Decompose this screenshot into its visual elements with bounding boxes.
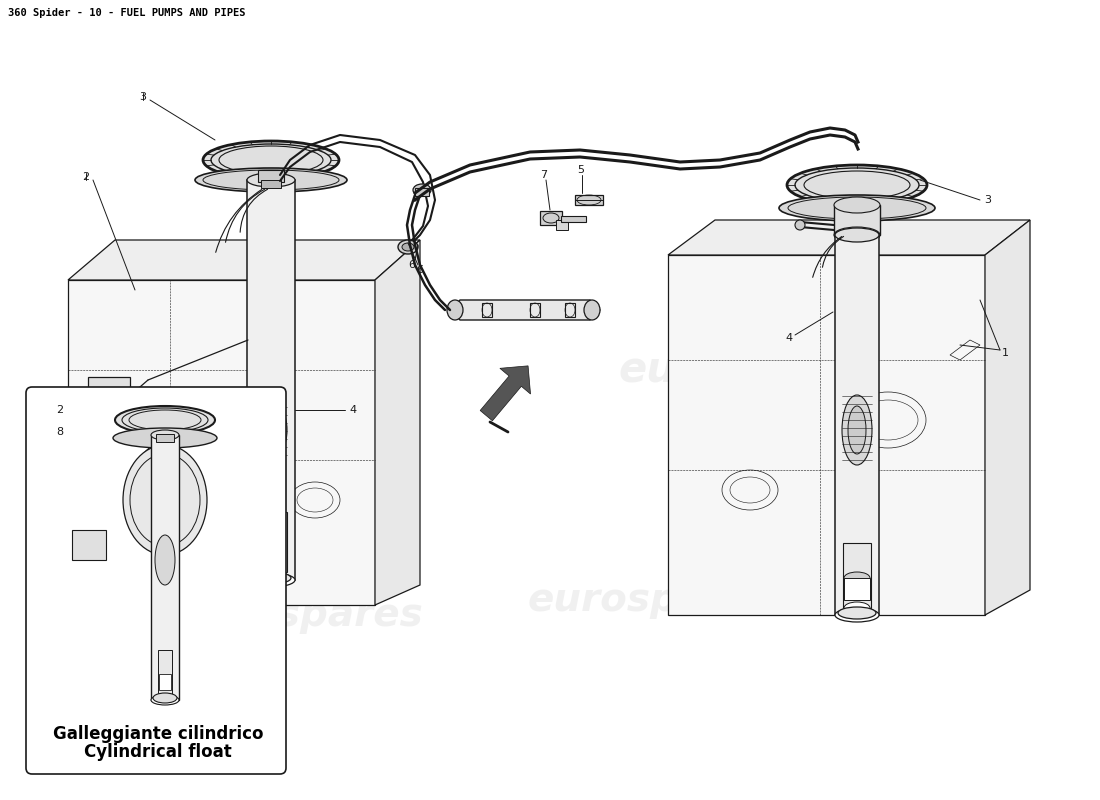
- Text: eurospares: eurospares: [527, 581, 773, 619]
- Ellipse shape: [838, 607, 876, 619]
- Text: 4: 4: [785, 333, 793, 343]
- Bar: [565, 303, 575, 317]
- Text: 4: 4: [350, 405, 356, 415]
- Ellipse shape: [155, 535, 175, 585]
- Text: 3: 3: [984, 195, 991, 205]
- Ellipse shape: [584, 300, 600, 320]
- Bar: [834, 205, 880, 235]
- Ellipse shape: [834, 227, 880, 243]
- Bar: [261, 180, 280, 188]
- Bar: [482, 303, 492, 317]
- Polygon shape: [450, 300, 600, 320]
- Bar: [72, 530, 106, 560]
- Bar: [840, 232, 858, 252]
- Ellipse shape: [195, 168, 346, 192]
- Bar: [530, 303, 540, 317]
- Text: 3: 3: [140, 92, 146, 102]
- Text: 6: 6: [417, 265, 424, 275]
- Ellipse shape: [257, 566, 285, 578]
- Ellipse shape: [398, 240, 418, 254]
- Bar: [844, 578, 870, 600]
- Bar: [843, 543, 871, 608]
- Ellipse shape: [123, 445, 207, 555]
- Polygon shape: [68, 240, 420, 280]
- Ellipse shape: [113, 428, 217, 448]
- Ellipse shape: [447, 300, 463, 320]
- Text: eurospares: eurospares: [177, 596, 422, 634]
- Bar: [88, 377, 130, 415]
- Ellipse shape: [151, 695, 179, 705]
- Ellipse shape: [248, 573, 295, 587]
- Ellipse shape: [412, 184, 431, 196]
- Text: 8: 8: [56, 427, 64, 437]
- Polygon shape: [668, 220, 1030, 255]
- Ellipse shape: [257, 536, 285, 548]
- Bar: [835, 235, 879, 615]
- Bar: [158, 650, 172, 695]
- Ellipse shape: [151, 430, 179, 440]
- Bar: [561, 216, 586, 222]
- Ellipse shape: [261, 410, 280, 450]
- Text: 2: 2: [82, 172, 89, 182]
- Text: Cylindrical float: Cylindrical float: [84, 743, 232, 761]
- Text: 2: 2: [56, 405, 64, 415]
- Bar: [556, 220, 568, 230]
- Text: 7: 7: [540, 170, 548, 180]
- Ellipse shape: [786, 165, 927, 205]
- Text: euro: euro: [156, 349, 264, 391]
- Text: 5: 5: [578, 165, 584, 175]
- Polygon shape: [984, 220, 1030, 615]
- Polygon shape: [68, 280, 375, 605]
- Text: 6: 6: [408, 260, 416, 270]
- Bar: [540, 211, 562, 225]
- Ellipse shape: [251, 572, 292, 584]
- Bar: [415, 188, 429, 196]
- Ellipse shape: [402, 243, 414, 251]
- Ellipse shape: [795, 220, 805, 230]
- Bar: [156, 434, 174, 442]
- Text: Galleggiante cilindrico: Galleggiante cilindrico: [53, 725, 263, 743]
- Text: 1: 1: [1001, 348, 1009, 358]
- Bar: [160, 674, 170, 690]
- Ellipse shape: [204, 141, 339, 179]
- Ellipse shape: [844, 572, 870, 584]
- Ellipse shape: [848, 406, 866, 454]
- Ellipse shape: [153, 693, 177, 703]
- Bar: [575, 195, 603, 205]
- Ellipse shape: [116, 406, 214, 434]
- Bar: [151, 435, 179, 700]
- Polygon shape: [481, 366, 530, 421]
- Ellipse shape: [255, 400, 287, 460]
- Bar: [257, 538, 285, 560]
- Ellipse shape: [835, 228, 879, 242]
- Text: 360 Spider - 10 - FUEL PUMPS AND PIPES: 360 Spider - 10 - FUEL PUMPS AND PIPES: [8, 8, 245, 18]
- Ellipse shape: [835, 608, 879, 622]
- Ellipse shape: [834, 197, 880, 213]
- Text: eurospares: eurospares: [618, 349, 881, 391]
- Ellipse shape: [248, 173, 295, 187]
- Text: spares: spares: [232, 349, 388, 391]
- Ellipse shape: [844, 602, 870, 614]
- Polygon shape: [375, 240, 420, 605]
- FancyBboxPatch shape: [26, 387, 286, 774]
- Bar: [258, 170, 284, 182]
- Bar: [248, 180, 295, 580]
- Ellipse shape: [779, 195, 935, 221]
- Polygon shape: [668, 255, 984, 615]
- Ellipse shape: [842, 395, 872, 465]
- Bar: [255, 512, 287, 572]
